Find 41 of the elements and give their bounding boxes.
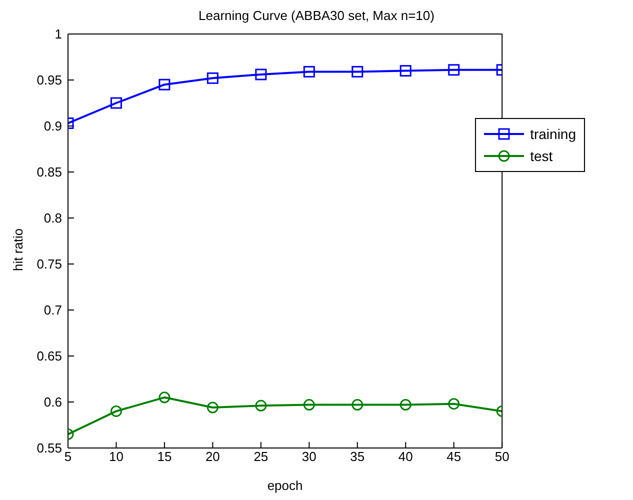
y-tick-label: 0.7: [44, 302, 62, 318]
point: [206, 402, 218, 414]
y-tick-label: 1: [54, 26, 62, 42]
point: [110, 405, 122, 417]
y-tick-label: 0.85: [36, 164, 62, 180]
y-tick-label: 0.9: [44, 118, 62, 134]
point: [400, 65, 412, 77]
x-tick-label: 10: [108, 449, 124, 464]
point: [352, 399, 364, 411]
x-tick-label: 45: [446, 449, 462, 464]
y-axis-title: hit ratio: [10, 228, 26, 271]
y-tick-label: 0.6: [44, 394, 62, 410]
x-tick-label: 50: [494, 449, 510, 464]
legend-label: test: [530, 147, 553, 166]
point: [255, 68, 267, 80]
x-tick-label: 15: [157, 449, 172, 464]
x-tick-label: 40: [398, 449, 413, 464]
y-tick-label: 0.55: [36, 440, 62, 456]
point: [352, 66, 364, 78]
y-tick-label: 0.65: [36, 348, 62, 364]
point: [110, 97, 122, 109]
x-tick-label: 20: [205, 449, 220, 464]
x-tick-label: 30: [302, 449, 316, 464]
point: [448, 64, 460, 76]
point: [255, 400, 267, 412]
y-tick-label: 0.75: [36, 256, 62, 272]
x-tick-label: 5: [64, 449, 72, 464]
point: [206, 72, 218, 84]
x-axis-title: epoch: [267, 478, 303, 493]
point: [303, 66, 315, 78]
point: [158, 78, 170, 90]
y-tick-label: 0.95: [36, 72, 62, 88]
x-tick-label: 25: [254, 449, 268, 464]
point: [448, 398, 460, 410]
legend-label: training: [530, 125, 576, 144]
point: [400, 399, 412, 411]
chart-title: Learning Curve (ABBA30 set, Max n=10): [198, 8, 436, 25]
point: [158, 392, 170, 404]
point: [303, 399, 315, 411]
y-tick-label: 0.8: [44, 210, 62, 226]
x-tick-label: 35: [350, 449, 365, 464]
